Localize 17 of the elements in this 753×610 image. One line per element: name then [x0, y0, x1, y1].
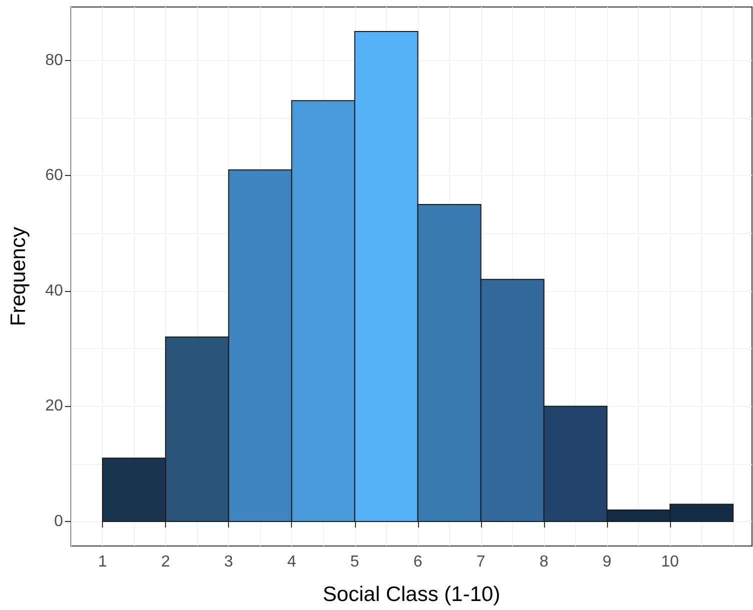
x-tick-label: 1: [98, 554, 108, 570]
x-tick-label: 4: [287, 554, 296, 570]
x-tick-label: 6: [413, 554, 422, 570]
x-tick-label: 9: [602, 554, 612, 570]
x-tick-label: 2: [161, 554, 170, 570]
y-tick-label: 80: [45, 52, 64, 69]
x-tick-label: 10: [661, 554, 680, 570]
x-tick-label: 8: [539, 554, 548, 570]
x-tick-label: 5: [350, 554, 360, 570]
y-tick-label: 40: [45, 282, 64, 300]
x-axis-title: Social Class (1-10): [322, 583, 500, 606]
x-tick-label: 7: [476, 554, 486, 570]
y-tick-label: 20: [45, 398, 64, 415]
y-axis-title: Frequency: [7, 226, 30, 326]
y-tick-label: 0: [54, 513, 64, 530]
y-tick-label: 60: [45, 167, 64, 184]
x-tick-label: 3: [224, 554, 234, 570]
